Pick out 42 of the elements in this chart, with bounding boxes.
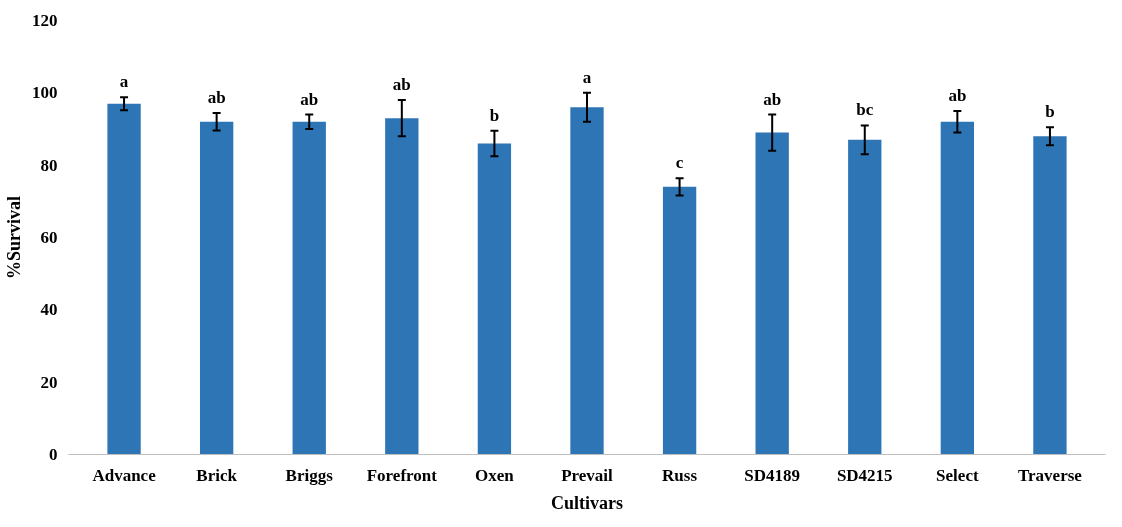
bar [385, 118, 419, 455]
x-tick-label: Forefront [366, 465, 438, 485]
y-tick-label: 60 [40, 228, 58, 247]
x-tick-label: Advance [92, 465, 157, 485]
y-tick-label: 0 [49, 445, 58, 464]
annotation: ab [300, 89, 319, 109]
annotation: b [1045, 102, 1055, 122]
y-tick-label: 20 [40, 372, 58, 392]
x-tick-label: Prevail [561, 465, 614, 485]
bar [662, 186, 697, 455]
annotation: ab [392, 75, 411, 95]
x-tick-label: Oxen [475, 465, 515, 485]
x-tick-label: Brick [196, 465, 238, 485]
x-tick-label: Russ [662, 465, 698, 485]
x-axis-title: Cultivars [551, 492, 623, 513]
bar [755, 132, 789, 455]
annotation: bc [856, 100, 874, 120]
y-tick-label: 80 [40, 155, 58, 175]
bar [477, 143, 512, 455]
y-tick-label: 40 [40, 300, 58, 320]
bar [292, 121, 326, 455]
bar [1033, 136, 1067, 455]
annotation: c [675, 153, 684, 173]
y-axis-title: %Survival [4, 195, 24, 280]
annotation: ab [207, 88, 226, 108]
annotation: ab [948, 85, 967, 105]
x-tick-label: Traverse [1018, 465, 1083, 485]
bar [199, 121, 234, 455]
annotation: a [582, 67, 592, 87]
annotation: a [119, 72, 129, 92]
annotation: ab [763, 89, 782, 109]
annotation: b [489, 105, 500, 125]
y-tick-label: 100 [32, 83, 58, 103]
bar [848, 139, 882, 455]
y-tick-label: 120 [32, 11, 58, 30]
x-tick-label: Briggs [285, 465, 334, 485]
bar [940, 121, 975, 455]
x-tick-label: SD4215 [836, 465, 893, 485]
x-tick-label: SD4189 [744, 465, 801, 485]
bar [107, 103, 141, 455]
x-tick-label: Select [936, 465, 979, 485]
bar [570, 107, 604, 455]
